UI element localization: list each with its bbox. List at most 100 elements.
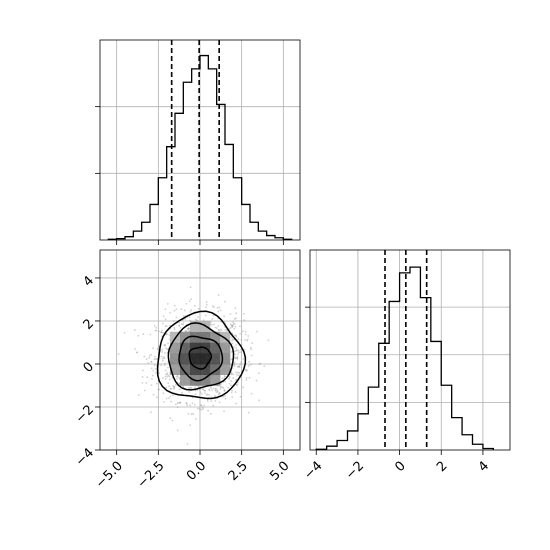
scatter-point	[235, 344, 237, 346]
scatter-point	[205, 304, 208, 306]
scatter-point	[166, 372, 169, 375]
scatter-point	[249, 346, 252, 349]
scatter-point	[163, 356, 165, 359]
scatter-point	[166, 375, 169, 378]
scatter-point	[244, 338, 247, 341]
scatter-point	[180, 308, 183, 311]
scatter-point	[165, 333, 168, 336]
scatter-point	[212, 387, 215, 390]
density-block	[170, 353, 181, 365]
scatter-point	[136, 351, 139, 354]
scatter-point	[172, 387, 175, 390]
density-block	[210, 331, 221, 343]
scatter-point	[168, 385, 171, 388]
scatter-point	[204, 314, 207, 317]
scatter-point	[219, 329, 222, 332]
scatter-point	[164, 344, 166, 347]
scatter-point	[176, 406, 179, 409]
scatter-point	[237, 353, 239, 355]
scatter-point	[173, 304, 176, 307]
scatter-point	[238, 351, 240, 354]
scatter-point	[201, 406, 204, 409]
scatter-point	[204, 392, 206, 395]
density-block	[180, 374, 191, 386]
density-block	[210, 353, 221, 365]
scatter-point	[175, 375, 178, 378]
scatter-point	[164, 369, 167, 372]
scatter-point	[237, 338, 240, 341]
scatter-point	[174, 383, 177, 386]
scatter-point	[153, 355, 156, 358]
scatter-point	[228, 377, 231, 380]
scatter-point	[235, 335, 238, 338]
scatter-point	[194, 393, 197, 395]
scatter-point	[200, 408, 203, 411]
scatter-point	[206, 400, 209, 403]
scatter-point	[145, 358, 148, 360]
scatter-point	[173, 326, 176, 329]
scatter-point	[172, 320, 175, 323]
scatter-point	[219, 388, 222, 390]
scatter-point	[228, 376, 231, 378]
scatter-point	[158, 330, 160, 333]
scatter-point	[208, 389, 211, 392]
scatter-point	[230, 391, 233, 394]
scatter-point	[212, 306, 215, 309]
scatter-point	[198, 407, 201, 410]
scatter-point	[239, 332, 241, 335]
scatter-point	[219, 385, 222, 388]
scatter-point	[189, 424, 192, 427]
scatter-point	[162, 392, 165, 395]
scatter-point	[220, 328, 223, 331]
scatter-point	[230, 324, 233, 327]
scatter-point	[145, 382, 148, 384]
scatter-point	[258, 399, 260, 402]
density-block	[190, 353, 201, 365]
scatter-point	[161, 359, 164, 362]
scatter-point	[141, 369, 144, 372]
scatter-point	[230, 325, 233, 327]
scatter-point	[202, 408, 205, 410]
scatter-point	[143, 389, 146, 392]
scatter-point	[223, 389, 226, 392]
scatter-point	[185, 401, 188, 404]
top-histogram-marks	[107, 40, 293, 240]
scatter-point	[230, 380, 233, 382]
density-block	[190, 320, 201, 333]
density-block	[180, 353, 191, 365]
scatter-point	[152, 393, 155, 396]
scatter-point	[191, 402, 194, 405]
scatter-point	[198, 389, 201, 391]
scatter-point	[241, 330, 244, 333]
scatter-point	[238, 372, 241, 374]
scatter-point	[150, 353, 153, 356]
scatter-point	[234, 353, 237, 356]
scatter-point	[185, 330, 188, 332]
scatter-point	[165, 373, 168, 376]
scatter-point	[153, 358, 156, 361]
scatter-point	[157, 388, 160, 391]
scatter-point	[235, 349, 237, 352]
scatter-point	[168, 375, 171, 378]
scatter-point	[214, 326, 217, 329]
scatter-point	[210, 387, 212, 389]
scatter-point	[164, 375, 167, 378]
scatter-point	[185, 302, 188, 305]
scatter-point	[206, 393, 209, 396]
scatter-point	[152, 369, 155, 372]
scatter-point	[187, 412, 190, 415]
scatter-point	[178, 321, 181, 324]
scatter-point	[154, 367, 157, 370]
scatter-point	[238, 365, 240, 368]
scatter-point	[163, 357, 166, 360]
scatter-point	[223, 394, 226, 397]
scatter-point	[235, 347, 238, 349]
scatter-point	[166, 348, 169, 351]
scatter-point	[141, 376, 144, 378]
scatter-point	[220, 383, 222, 386]
scatter-point	[222, 395, 225, 398]
scatter-point	[205, 301, 208, 303]
scatter-point	[247, 335, 250, 337]
scatter-point	[189, 286, 192, 288]
scatter-point	[231, 326, 234, 328]
